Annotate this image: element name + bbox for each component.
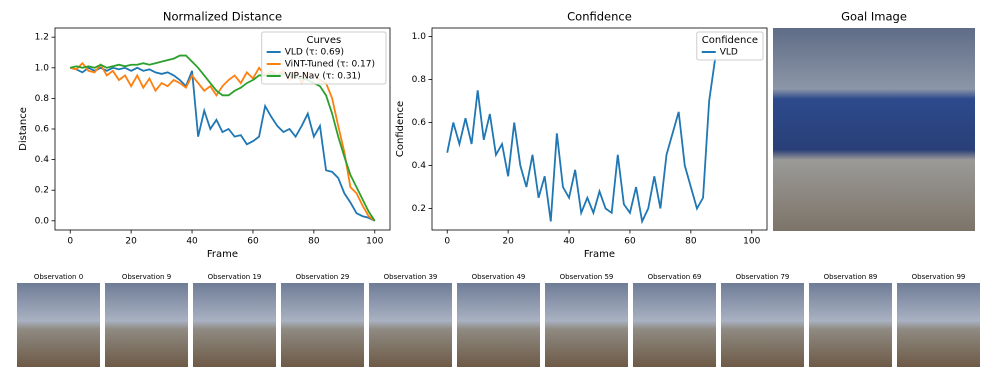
chart-title: Confidence xyxy=(567,10,632,24)
observation-title: Observation 99 xyxy=(912,273,966,281)
observation-title: Observation 0 xyxy=(34,273,83,281)
observation-title: Observation 69 xyxy=(648,273,702,281)
y-tick-label: 0.6 xyxy=(412,118,427,128)
observation-title: Observation 79 xyxy=(736,273,790,281)
x-tick-label: 100 xyxy=(743,237,760,247)
legend: Confidence VLD xyxy=(696,31,764,61)
observation-image xyxy=(633,283,716,367)
y-tick-label: 0.4 xyxy=(412,161,427,171)
y-axis-label: Confidence xyxy=(395,101,406,157)
observation-image xyxy=(897,283,980,367)
x-tick-label: 60 xyxy=(247,237,259,247)
x-tick-label: 80 xyxy=(685,237,697,247)
legend-label: VLD (τ: 0.69) xyxy=(285,48,344,58)
observation-image xyxy=(809,283,892,367)
x-tick-label: 60 xyxy=(624,237,636,247)
observation-image xyxy=(17,283,100,367)
observation-image xyxy=(281,283,364,367)
y-tick-label: 0.2 xyxy=(35,186,49,196)
observation-title: Observation 49 xyxy=(472,273,526,281)
observation-title: Observation 29 xyxy=(296,273,350,281)
x-axis-label: Frame xyxy=(584,249,615,260)
y-tick-label: 1.2 xyxy=(35,33,49,43)
legend-label: VLD xyxy=(720,48,738,58)
observation-image xyxy=(105,283,188,367)
observation-title: Observation 39 xyxy=(384,273,438,281)
observation-title: Observation 9 xyxy=(122,273,171,281)
series-line xyxy=(70,61,376,222)
x-tick-label: 40 xyxy=(186,237,198,247)
legend-box xyxy=(261,31,387,85)
x-tick-label: 20 xyxy=(125,237,137,247)
x-tick-label: 20 xyxy=(502,237,514,247)
goal-title: Goal Image xyxy=(841,10,907,24)
y-tick-label: 0.0 xyxy=(35,216,50,226)
chart-title: Normalized Distance xyxy=(163,10,282,24)
legend: Curves VLD (τ: 0.69) ViNT-Tuned (τ: 0.17) V… xyxy=(261,31,387,85)
y-tick-label: 0.6 xyxy=(35,125,50,135)
legend-title: Curves xyxy=(306,35,341,46)
y-tick-label: 0.2 xyxy=(412,204,426,214)
x-tick-label: 80 xyxy=(308,237,320,247)
goal-image xyxy=(773,28,975,231)
x-tick-label: 0 xyxy=(67,237,73,247)
legend-label: ViNT-Tuned (τ: 0.17) xyxy=(285,60,375,70)
legend-title: Confidence xyxy=(702,35,758,46)
observation-image xyxy=(721,283,804,367)
y-tick-label: 0.8 xyxy=(35,94,50,104)
plot-frame xyxy=(431,27,768,231)
x-tick-label: 100 xyxy=(366,237,383,247)
y-tick-label: 0.8 xyxy=(412,75,427,85)
observation-title: Observation 19 xyxy=(208,273,262,281)
x-axis-label: Frame xyxy=(207,249,238,260)
observation-title: Observation 59 xyxy=(560,273,614,281)
y-axis-label: Distance xyxy=(18,107,29,151)
y-tick-label: 1.0 xyxy=(412,32,427,42)
y-tick-label: 0.4 xyxy=(35,155,50,165)
y-tick-label: 1.0 xyxy=(35,63,50,73)
legend-label: VIP-Nav (τ: 0.31) xyxy=(285,72,361,82)
observation-image xyxy=(193,283,276,367)
observation-image xyxy=(369,283,452,367)
x-tick-label: 40 xyxy=(563,237,575,247)
series-line xyxy=(446,57,717,225)
series-line xyxy=(70,54,376,222)
observation-title: Observation 89 xyxy=(824,273,878,281)
series-line xyxy=(70,66,376,222)
observation-image xyxy=(545,283,628,367)
x-tick-label: 0 xyxy=(444,237,450,247)
observation-image xyxy=(457,283,540,367)
